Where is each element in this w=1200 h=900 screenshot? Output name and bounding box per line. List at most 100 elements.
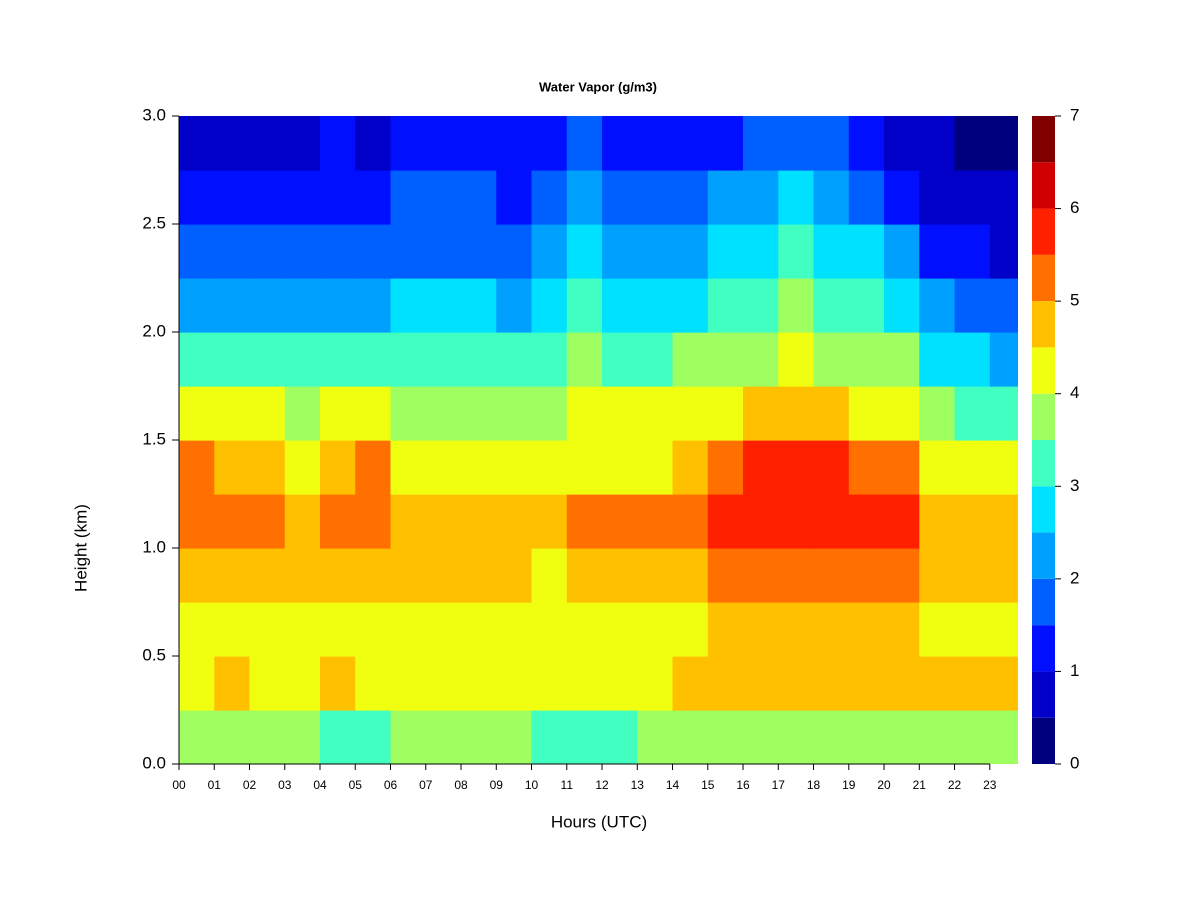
contour-cell	[214, 278, 251, 333]
contour-cell	[390, 116, 427, 171]
contour-cell	[531, 656, 568, 711]
contour-cell	[390, 656, 427, 711]
colorbar-band	[1032, 254, 1055, 302]
contour-cell	[672, 224, 709, 279]
colorbar-band	[1032, 578, 1055, 626]
y-tick-label: 1.0	[142, 537, 166, 556]
contour-cell	[284, 710, 321, 764]
colorbar-band	[1032, 440, 1055, 487]
contour-cell	[989, 548, 1018, 603]
contour-cell	[954, 656, 991, 711]
contour-cell	[214, 656, 251, 711]
contour-cell	[778, 386, 815, 441]
contour-cell	[707, 440, 744, 495]
x-tick-label: 15	[701, 778, 715, 792]
contour-cell	[214, 602, 251, 657]
contour-cell	[813, 440, 850, 495]
x-tick-label: 12	[595, 778, 609, 792]
contour-cell	[390, 440, 427, 495]
contour-cell	[813, 332, 850, 387]
x-tick-label: 05	[349, 778, 363, 792]
contour-cell	[566, 116, 603, 171]
contour-cell	[179, 278, 215, 333]
x-tick-label: 02	[243, 778, 257, 792]
contour-cell	[778, 116, 815, 171]
contour-cell	[778, 278, 815, 333]
contour-cell	[461, 710, 497, 764]
contour-cell	[284, 602, 321, 657]
contour-cell	[884, 170, 920, 225]
contour-cell	[320, 170, 356, 225]
x-tick-label: 17	[772, 778, 786, 792]
contour-cell	[390, 710, 427, 764]
contour-cell	[707, 710, 744, 764]
contour-cell	[919, 602, 956, 657]
x-tick-label: 00	[172, 778, 186, 792]
contour-cell	[461, 494, 497, 549]
contour-cell	[320, 602, 356, 657]
contour-cell	[602, 440, 638, 495]
contour-cell	[390, 332, 427, 387]
contour-cell	[214, 548, 251, 603]
contour-cell	[602, 548, 638, 603]
contour-cell	[848, 440, 885, 495]
contour-cell	[425, 116, 462, 171]
contour-cell	[813, 602, 850, 657]
contour-cell	[637, 494, 674, 549]
x-tick-label: 03	[278, 778, 292, 792]
colorbar-band	[1032, 347, 1055, 394]
contour-cell	[496, 116, 533, 171]
contour-cell	[249, 170, 286, 225]
contour-cell	[743, 656, 779, 711]
contour-cell	[919, 386, 956, 441]
contour-cell	[672, 332, 709, 387]
contour-cell	[602, 494, 638, 549]
contour-cell	[214, 170, 251, 225]
contour-cell	[778, 710, 815, 764]
contour-cell	[707, 116, 744, 171]
contour-cell	[566, 386, 603, 441]
x-tick-label: 16	[736, 778, 750, 792]
contour-cell	[637, 656, 674, 711]
contour-cell	[778, 656, 815, 711]
contour-cell	[707, 602, 744, 657]
y-axis-label: Height (km)	[71, 504, 90, 592]
contour-cell	[320, 386, 356, 441]
contour-cell	[179, 170, 215, 225]
contour-cell	[355, 656, 392, 711]
contour-cell	[602, 710, 638, 764]
contour-cell	[884, 440, 920, 495]
contour-cell	[214, 710, 251, 764]
contour-cell	[179, 602, 215, 657]
colorbar-tick-label: 3	[1070, 476, 1079, 495]
y-tick-label: 1.5	[142, 429, 166, 448]
contour-cell	[214, 116, 251, 171]
contour-cell	[743, 224, 779, 279]
contour-cell	[284, 494, 321, 549]
contour-cell	[954, 116, 991, 171]
contour-cell	[813, 170, 850, 225]
contour-cell	[672, 170, 709, 225]
contour-cell	[249, 224, 286, 279]
contour-cell	[284, 332, 321, 387]
contour-cell	[214, 494, 251, 549]
x-tick-label: 07	[419, 778, 433, 792]
contour-cell	[743, 332, 779, 387]
contour-cell	[743, 278, 779, 333]
contour-cell	[566, 332, 603, 387]
contour-cell	[214, 332, 251, 387]
contour-cell	[778, 440, 815, 495]
contour-cell	[531, 332, 568, 387]
contour-cell	[249, 386, 286, 441]
contour-cell	[284, 656, 321, 711]
contour-cell	[919, 224, 956, 279]
contour-cell	[214, 224, 251, 279]
contour-cell	[284, 386, 321, 441]
contour-cell	[672, 386, 709, 441]
contour-cell	[320, 332, 356, 387]
contour-cell	[602, 332, 638, 387]
contour-cell	[919, 116, 956, 171]
contour-cell	[813, 278, 850, 333]
contour-cell	[884, 602, 920, 657]
contour-cell	[320, 494, 356, 549]
